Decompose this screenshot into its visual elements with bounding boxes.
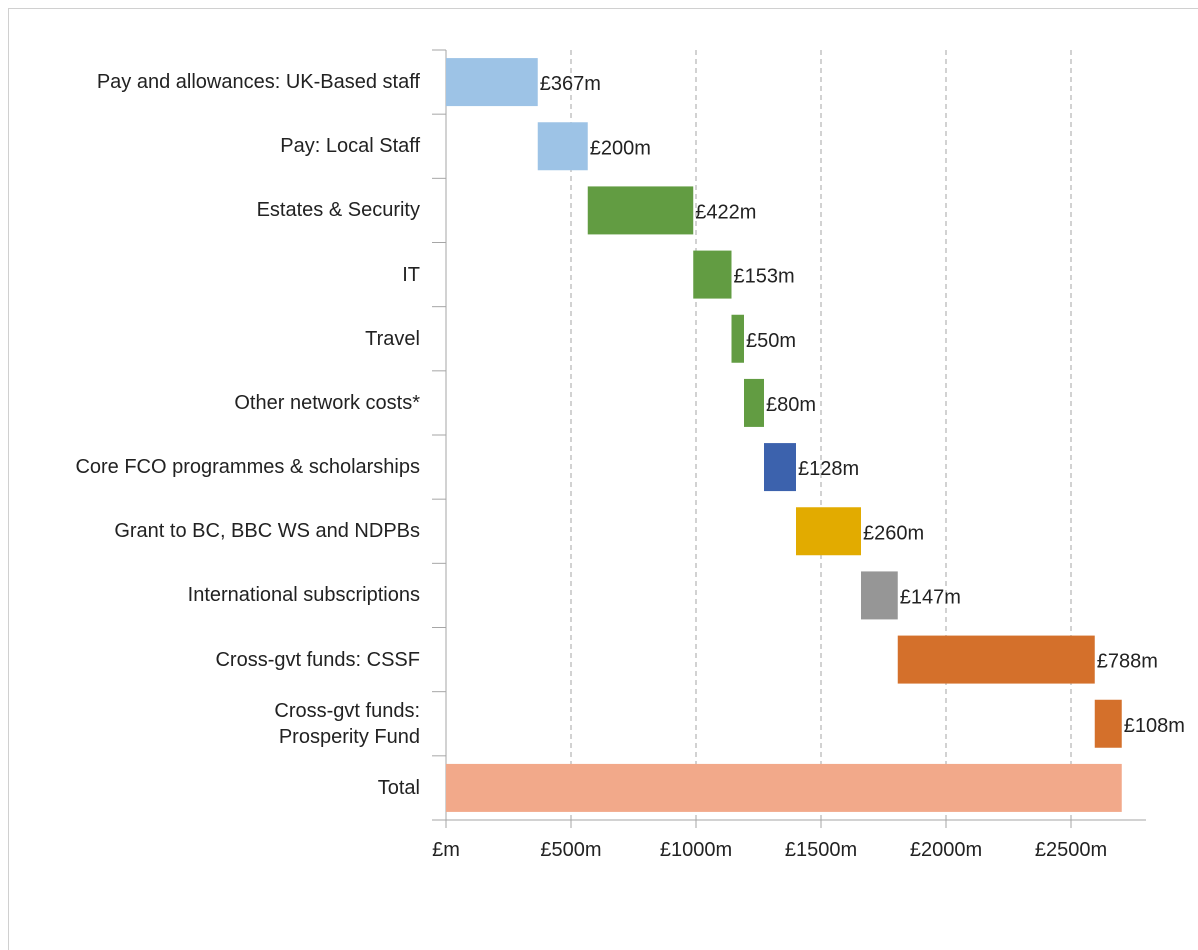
y-tick-label: Cross-gvt funds: Prosperity Fund [274,699,420,748]
frame [8,8,1198,950]
bar [446,763,1122,812]
bar [1094,699,1122,748]
bar [693,250,732,299]
data-label: £147m [900,586,961,608]
data-label: £128m [798,458,859,480]
y-tick-label: Estates & Security [256,199,420,222]
x-tick-label: £m [432,839,460,861]
data-label: £788m [1097,651,1158,673]
x-tick-label: £1000m [660,839,732,861]
bar [897,635,1095,684]
data-label: £50m [746,330,796,352]
bar [446,58,538,107]
data-label: £200m [590,137,651,159]
y-tick-label: Pay and allowances: UK-Based staff [96,71,420,94]
data-label: £422m [695,201,756,223]
y-tick-label: Other network costs* [234,391,420,414]
x-tick-label: £1500m [785,839,857,861]
y-tick-label: Total [377,776,420,799]
y-tick-label: IT [402,263,420,286]
data-label: £80m [766,394,816,416]
y-tick-label: Travel [365,327,420,350]
y-tick-label: Grant to BC, BBC WS and NDPBs [114,520,420,543]
bar [796,507,861,556]
bar [861,571,898,620]
y-tick-label: International subscriptions [187,584,420,607]
y-tick-label: Core FCO programmes & scholarships [75,456,420,479]
x-tick-label: £2000m [910,839,982,861]
x-tick-label: £500m [540,839,601,861]
x-tick-label: £2500m [1035,839,1107,861]
data-label: £108m [1124,715,1185,737]
bar [764,443,796,492]
bar [744,378,764,427]
bar [537,122,588,171]
bar [587,186,694,235]
y-tick-label: Cross-gvt funds: CSSF [215,648,420,671]
data-label: £367m [540,73,601,95]
y-tick-label: Pay: Local Staff [280,135,420,158]
data-label: £153m [734,266,795,288]
data-label: £260m [863,522,924,544]
bar [731,314,744,363]
